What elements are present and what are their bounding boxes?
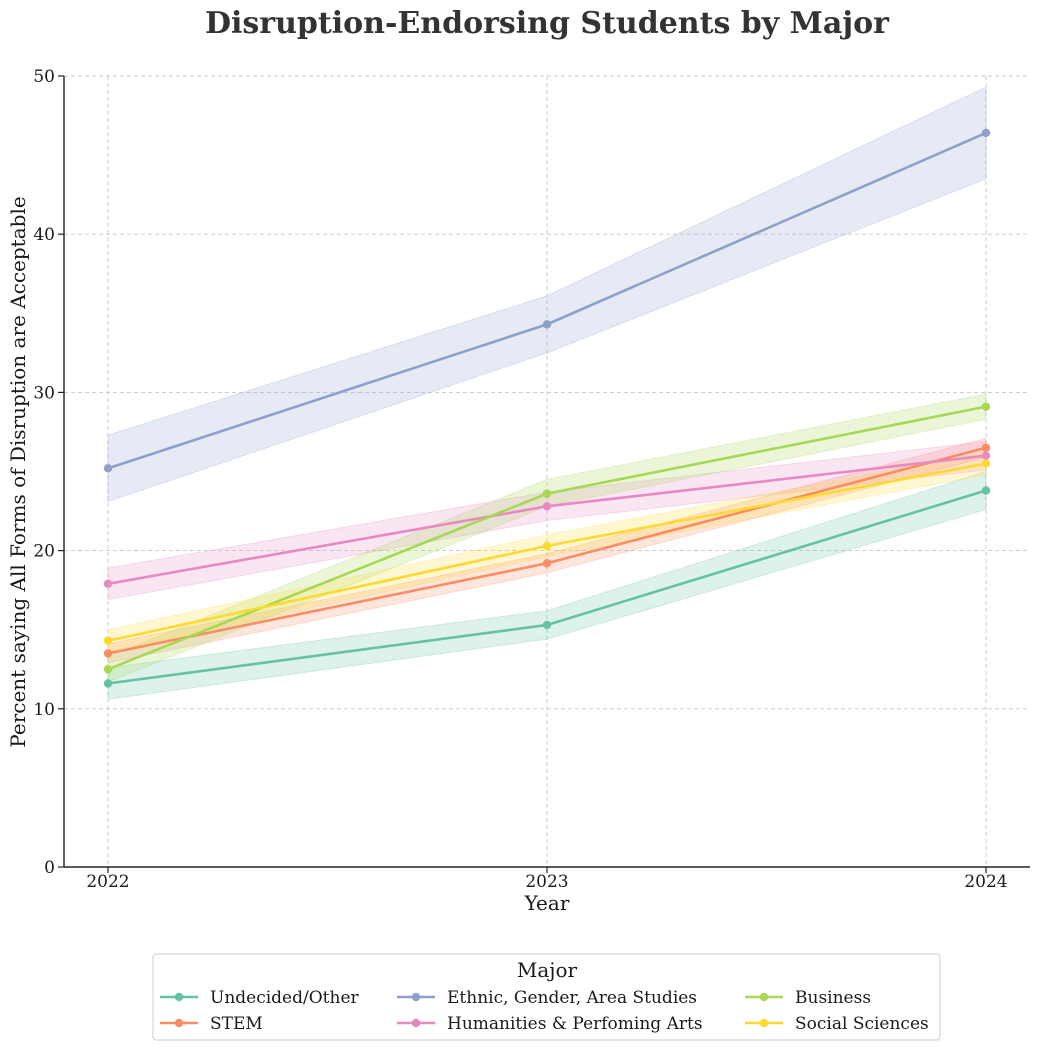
chart-title: Disruption-Endorsing Students by Major [205,6,890,41]
data-point-business [542,489,552,498]
legend-label: Undecided/Other [210,988,360,1008]
data-point-ethnic-gender-area-studies [542,320,552,329]
x-ticks: 2022 2023 2024 [86,867,1008,892]
data-point-humanities-perfoming-arts [103,579,113,589]
data-point-social-sciences [542,541,552,551]
data-point-undecided-other [981,486,991,495]
legend-label: Ethnic, Gender, Area Studies [447,988,697,1008]
y-ticks: 0 10 20 30 40 50 [33,67,64,878]
legend-swatch-marker [174,992,184,1002]
data-point-business [981,402,991,411]
legend-label: STEM [210,1014,263,1034]
legend-label: Humanities & Perfoming Arts [447,1014,703,1034]
y-tick-label: 50 [33,67,55,87]
data-point-business [103,665,113,674]
data-point-social-sciences [103,636,113,645]
band-undecided-other [107,470,987,700]
data-point-stem [103,649,113,658]
y-tick-label: 0 [44,858,55,878]
legend-title: Major [517,958,578,982]
x-tick-label: 2023 [525,872,568,892]
legend-swatch-marker [411,992,421,1002]
band-ethnic-gender-area-studies [107,86,987,503]
data-point-undecided-other [542,620,552,630]
legend-box [152,953,941,1041]
y-tick-label: 30 [33,383,55,403]
x-tick-label: 2024 [964,872,1007,892]
y-axis-label: Percent saying All Forms of Disruption a… [6,196,30,747]
x-tick-label: 2022 [86,872,129,892]
data-point-ethnic-gender-area-studies [103,464,113,473]
y-tick-label: 10 [33,700,55,720]
data-point-stem [981,443,991,452]
data-point-humanities-perfoming-arts [542,502,552,511]
legend: Major Undecided/Other Ethnic, Gender, Are… [152,953,941,1041]
legend-swatch-marker [759,1018,769,1028]
legend-swatch-marker [174,1018,184,1028]
data-point-social-sciences [981,459,991,468]
series-points [103,128,991,688]
legend-swatch-marker [759,992,769,1002]
data-point-humanities-perfoming-arts [981,451,991,460]
data-point-undecided-other [103,679,113,688]
data-point-ethnic-gender-area-studies [981,128,991,138]
legend-label: Business [795,988,871,1008]
y-tick-label: 20 [33,542,55,562]
y-tick-label: 40 [33,225,55,245]
data-point-stem [542,559,552,568]
x-axis-label: Year [524,891,570,915]
legend-swatch-marker [411,1018,421,1028]
legend-label: Social Sciences [795,1014,929,1034]
